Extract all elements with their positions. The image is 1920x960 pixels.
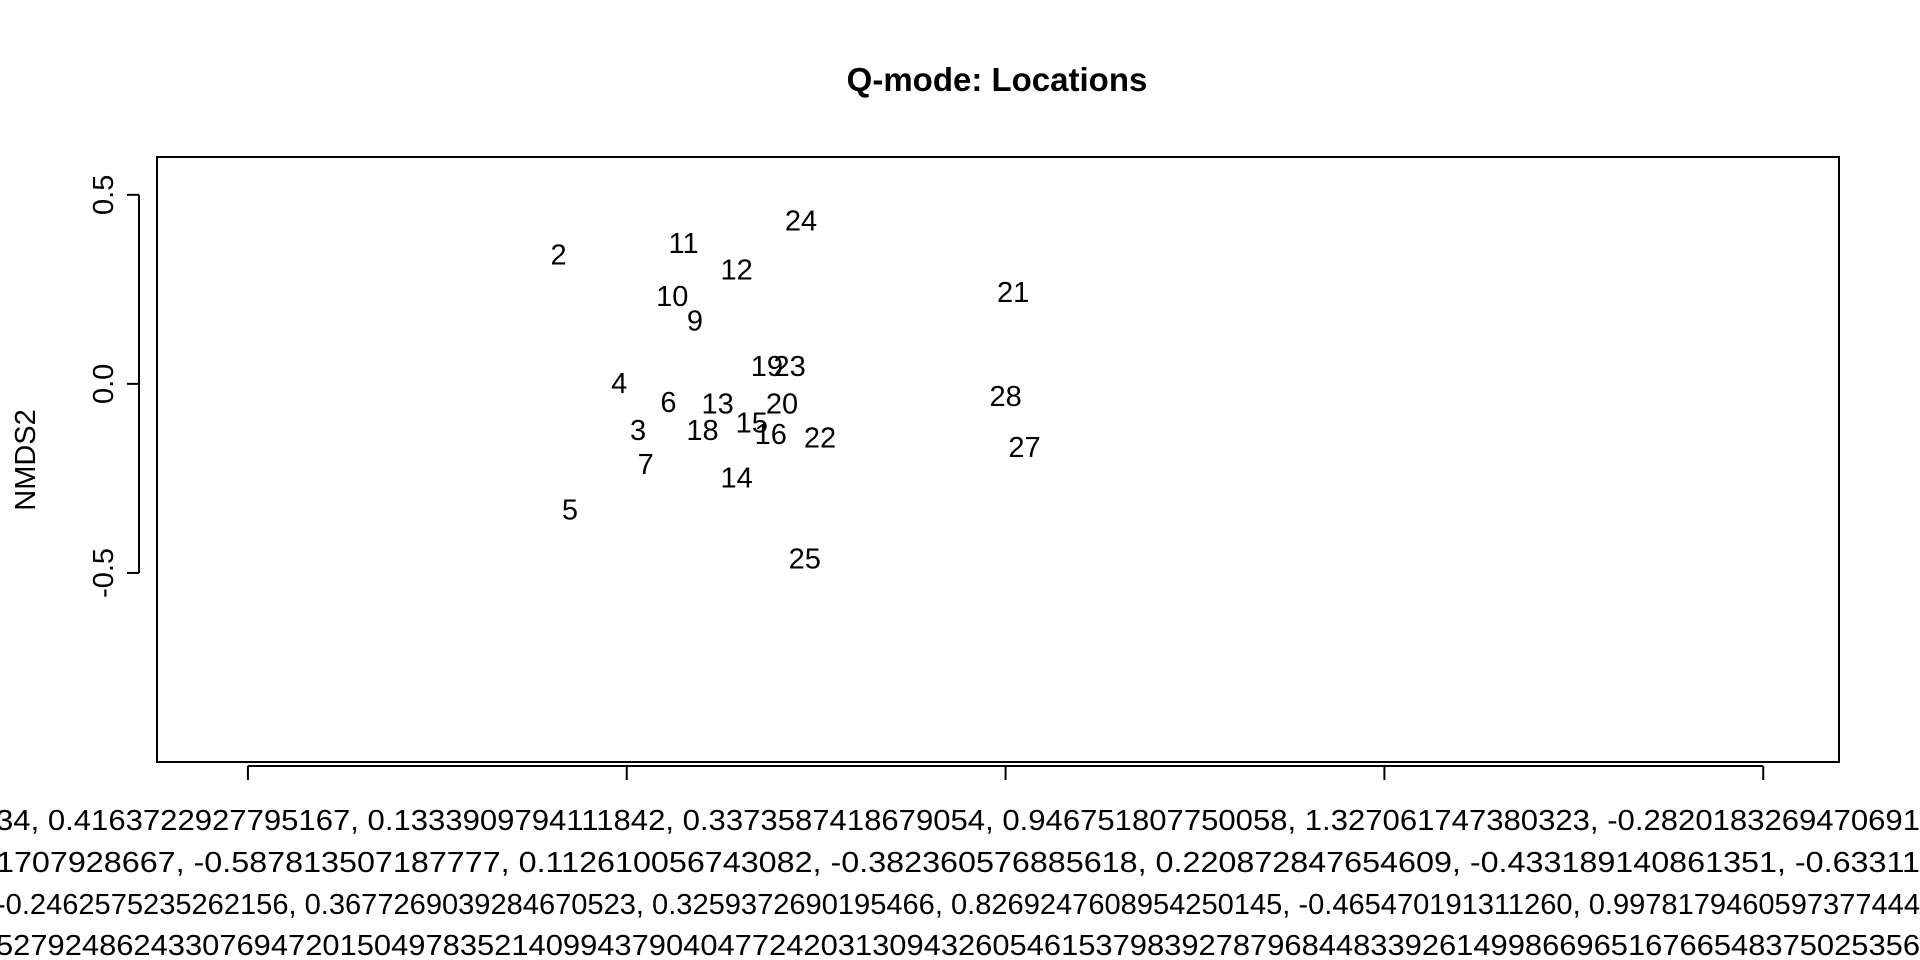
point-label: 9 <box>687 305 703 337</box>
point-label: 18 <box>686 415 718 447</box>
point-label: 23 <box>774 351 806 383</box>
point-label: 2 <box>550 239 566 271</box>
point-label: 10 <box>656 281 688 313</box>
point-label: 6 <box>660 387 676 419</box>
point-label: 24 <box>785 205 817 237</box>
point-label: 27 <box>1008 432 1040 464</box>
point-label: 3 <box>630 415 646 447</box>
y-tick-label: 0.5 <box>88 175 120 215</box>
plot-frame <box>156 156 1840 763</box>
point-label: 28 <box>989 381 1021 413</box>
point-label: 16 <box>755 419 787 451</box>
point-label: 22 <box>804 423 836 455</box>
point-label: 4 <box>611 368 627 400</box>
x-tick-label-line: 5279248624330769472015049783521409943790… <box>0 930 1920 960</box>
point-label: 15 <box>736 408 768 440</box>
point-label: 20 <box>766 389 798 421</box>
point-label: 7 <box>638 449 654 481</box>
point-label: 14 <box>720 462 752 494</box>
point-label: 5 <box>562 495 578 527</box>
chart-title: Q-mode: Locations <box>847 61 1148 98</box>
y-axis: 0.5 0.0 -0.5 <box>88 175 140 598</box>
point-label: 25 <box>789 544 821 576</box>
point-label: 19 <box>751 351 783 383</box>
y-tick-label: 0.0 <box>88 364 120 404</box>
x-tick-label-line: 1707928667, -0.587813507187777, 0.112610… <box>0 847 1920 879</box>
x-axis <box>246 765 1765 780</box>
x-tick-label-line: -0.2462575235262156, 0.36772690392846705… <box>0 889 1920 921</box>
y-axis-label: NMDS2 <box>10 409 42 511</box>
point-label: 12 <box>720 254 752 286</box>
x-tick-label-lines: 34, 0.4163722927795167, 0.13339097941118… <box>0 805 1920 960</box>
y-tick-label: -0.5 <box>88 548 120 598</box>
point-label: 11 <box>669 228 699 260</box>
point-label: 21 <box>997 277 1029 309</box>
point-label: 13 <box>702 389 734 421</box>
x-tick-label-line: 34, 0.4163722927795167, 0.13339097941118… <box>0 805 1920 837</box>
